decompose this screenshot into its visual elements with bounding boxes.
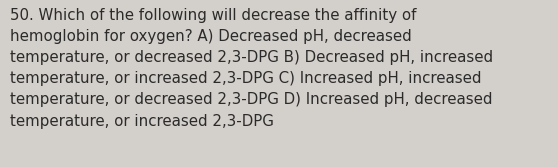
Text: 50. Which of the following will decrease the affinity of
hemoglobin for oxygen? : 50. Which of the following will decrease…	[10, 8, 493, 129]
